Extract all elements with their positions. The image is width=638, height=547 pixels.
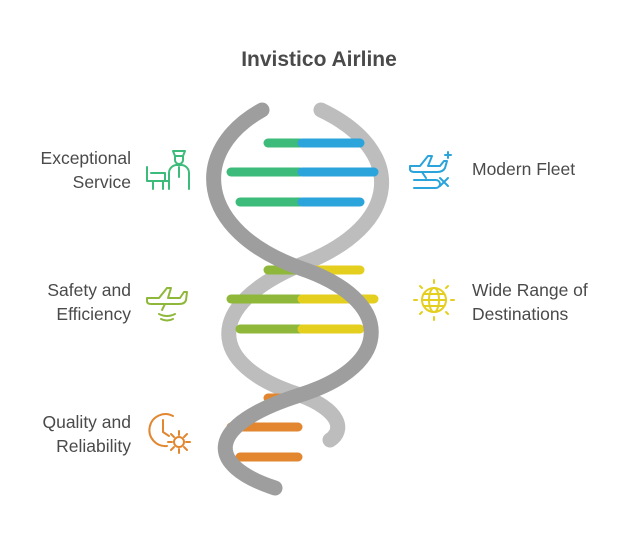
label-line: Reliability [56, 436, 131, 456]
helix-back-strand [221, 102, 390, 448]
label-line: Destinations [472, 304, 569, 324]
airplane-landing-icon [146, 287, 188, 322]
label-wide-range-destinations: Wide Range of Destinations [472, 278, 588, 326]
label-exceptional-service: Exceptional Service [41, 146, 131, 194]
globe-icon [413, 279, 455, 321]
label-quality-reliability: Quality and Reliability [42, 410, 131, 458]
clock-gear-icon [148, 413, 191, 454]
label-safety-efficiency: Safety and Efficiency [47, 278, 131, 326]
label-line: Efficiency [56, 304, 131, 324]
helix-front-strand [206, 102, 379, 496]
label-line: Service [72, 172, 131, 192]
flight-attendant-icon [146, 150, 190, 190]
label-line: Wide Range of [472, 280, 588, 300]
airplane-flight-icon [409, 151, 452, 189]
label-line: Modern Fleet [472, 159, 576, 179]
label-modern-fleet: Modern Fleet [472, 157, 575, 181]
rung-group-service-fleet [226, 138, 379, 207]
diagram-title: Invistico Airline [241, 48, 397, 71]
label-line: Quality and [42, 412, 131, 432]
label-line: Exceptional [40, 148, 131, 168]
label-line: Safety and [47, 280, 131, 300]
